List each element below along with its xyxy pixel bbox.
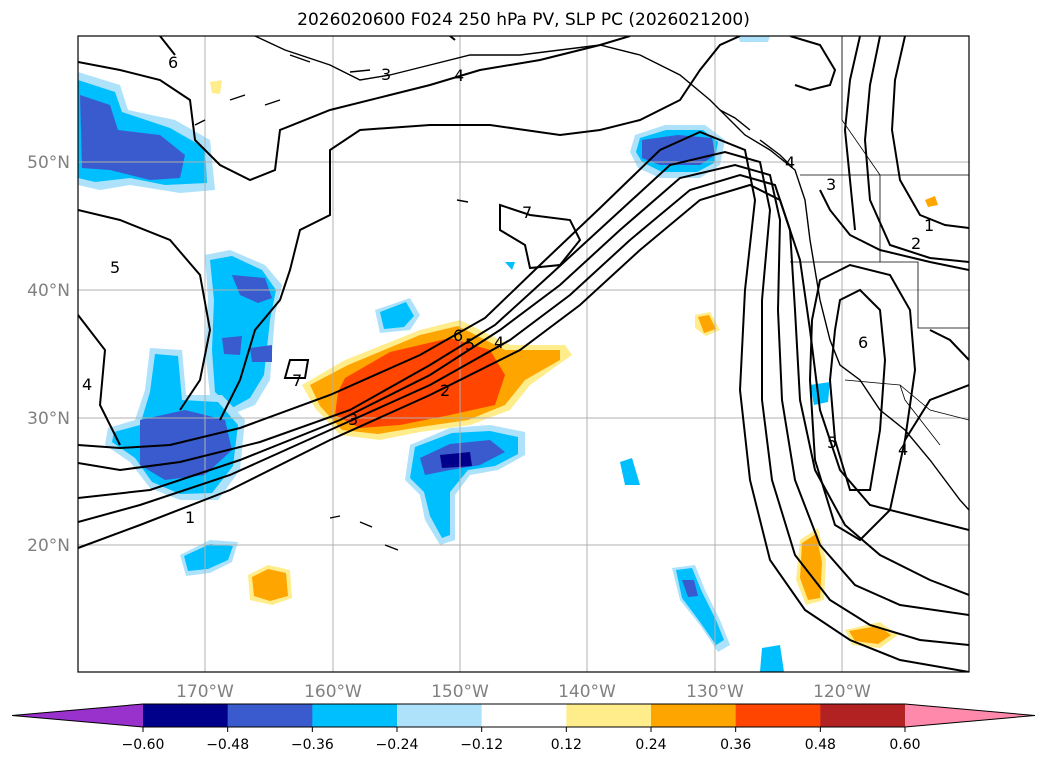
- lon-label: 160°W: [304, 682, 362, 702]
- colorbar-bin: [651, 704, 737, 727]
- lon-label: 120°W: [813, 682, 871, 702]
- contour-label: 2: [440, 381, 450, 400]
- colorbar-bin: [820, 704, 906, 727]
- colorbar-tick-label: 0.12: [551, 737, 582, 753]
- contour-label: 4: [454, 66, 464, 85]
- contour-label: 4: [785, 153, 795, 172]
- colorbar-bin: [481, 704, 567, 727]
- colorbar-tick-label: −0.24: [376, 737, 419, 753]
- colorbar: −0.60 −0.48 −0.36 −0.24 −0.12 0.12 0.24 0.36 0.4…: [11, 703, 1036, 753]
- lat-label: 50°N: [27, 153, 70, 173]
- contour-label: 7: [292, 371, 302, 390]
- contour-label: 6: [168, 53, 178, 72]
- colorbar-tick-label: 0.36: [720, 737, 751, 753]
- contour-label: 1: [185, 508, 195, 527]
- contour-label: 3: [381, 65, 391, 84]
- longitude-labels: 170°W 160°W 150°W 140°W 130°W 120°W: [176, 682, 871, 702]
- colorbar-tick-label: −0.36: [291, 737, 334, 753]
- colorbar-bin: [227, 704, 313, 727]
- contour-label: 1: [924, 216, 934, 235]
- coastlines: [194, 36, 969, 551]
- colorbar-tick-label: −0.60: [122, 737, 165, 753]
- contour-label: 5: [110, 258, 120, 277]
- colorbar-tick-label: −0.12: [460, 737, 503, 753]
- lon-label: 130°W: [686, 682, 744, 702]
- contour-label: 3: [348, 410, 358, 429]
- lon-label: 140°W: [558, 682, 616, 702]
- pv-positive-fill: [210, 80, 938, 648]
- colorbar-bin: [397, 704, 483, 727]
- contour-label: 4: [898, 440, 908, 459]
- colorbar-extend-high: [905, 704, 1035, 727]
- contour-labels: 6 3 4 4 5 7 6 5 4 7 2 3 1 3 1 2 6 5 4 4: [82, 53, 934, 527]
- map-frame: [77, 35, 970, 673]
- contour-label: 6: [858, 333, 868, 352]
- contour-label: 4: [494, 333, 504, 352]
- colorbar-tick-label: 0.48: [805, 737, 836, 753]
- contour-label: 6: [453, 326, 463, 345]
- contour-label: 3: [826, 175, 836, 194]
- latitude-labels: 50°N 40°N 30°N 20°N: [27, 153, 70, 556]
- lon-label: 170°W: [176, 682, 234, 702]
- graticule: [78, 36, 969, 672]
- colorbar-bin: [735, 704, 821, 727]
- lon-label: 150°W: [431, 682, 489, 702]
- map-area: 6 3 4 4 5 7 6 5 4 7 2 3 1 3 1 2 6 5 4 4: [78, 36, 969, 672]
- contour-label: 5: [465, 335, 475, 354]
- map-title: 2026020600 F024 250 hPa PV, SLP PC (2026…: [297, 10, 750, 30]
- contour-label: 2: [911, 234, 921, 253]
- colorbar-tick-label: 0.24: [635, 737, 666, 753]
- lat-label: 20°N: [27, 536, 70, 556]
- colorbar-tick-label: −0.48: [206, 737, 249, 753]
- colorbar-bin: [143, 704, 229, 727]
- contour-label: 7: [522, 203, 532, 222]
- colorbar-bin: [312, 704, 398, 727]
- slp-contours: [78, 36, 969, 672]
- colorbar-tick-label: 0.60: [889, 737, 920, 753]
- contour-label: 4: [82, 375, 92, 394]
- contour-label: 5: [827, 433, 837, 452]
- lat-label: 40°N: [27, 281, 70, 301]
- colorbar-extend-low: [12, 704, 143, 727]
- lat-label: 30°N: [27, 409, 70, 429]
- colorbar-bin: [566, 704, 652, 727]
